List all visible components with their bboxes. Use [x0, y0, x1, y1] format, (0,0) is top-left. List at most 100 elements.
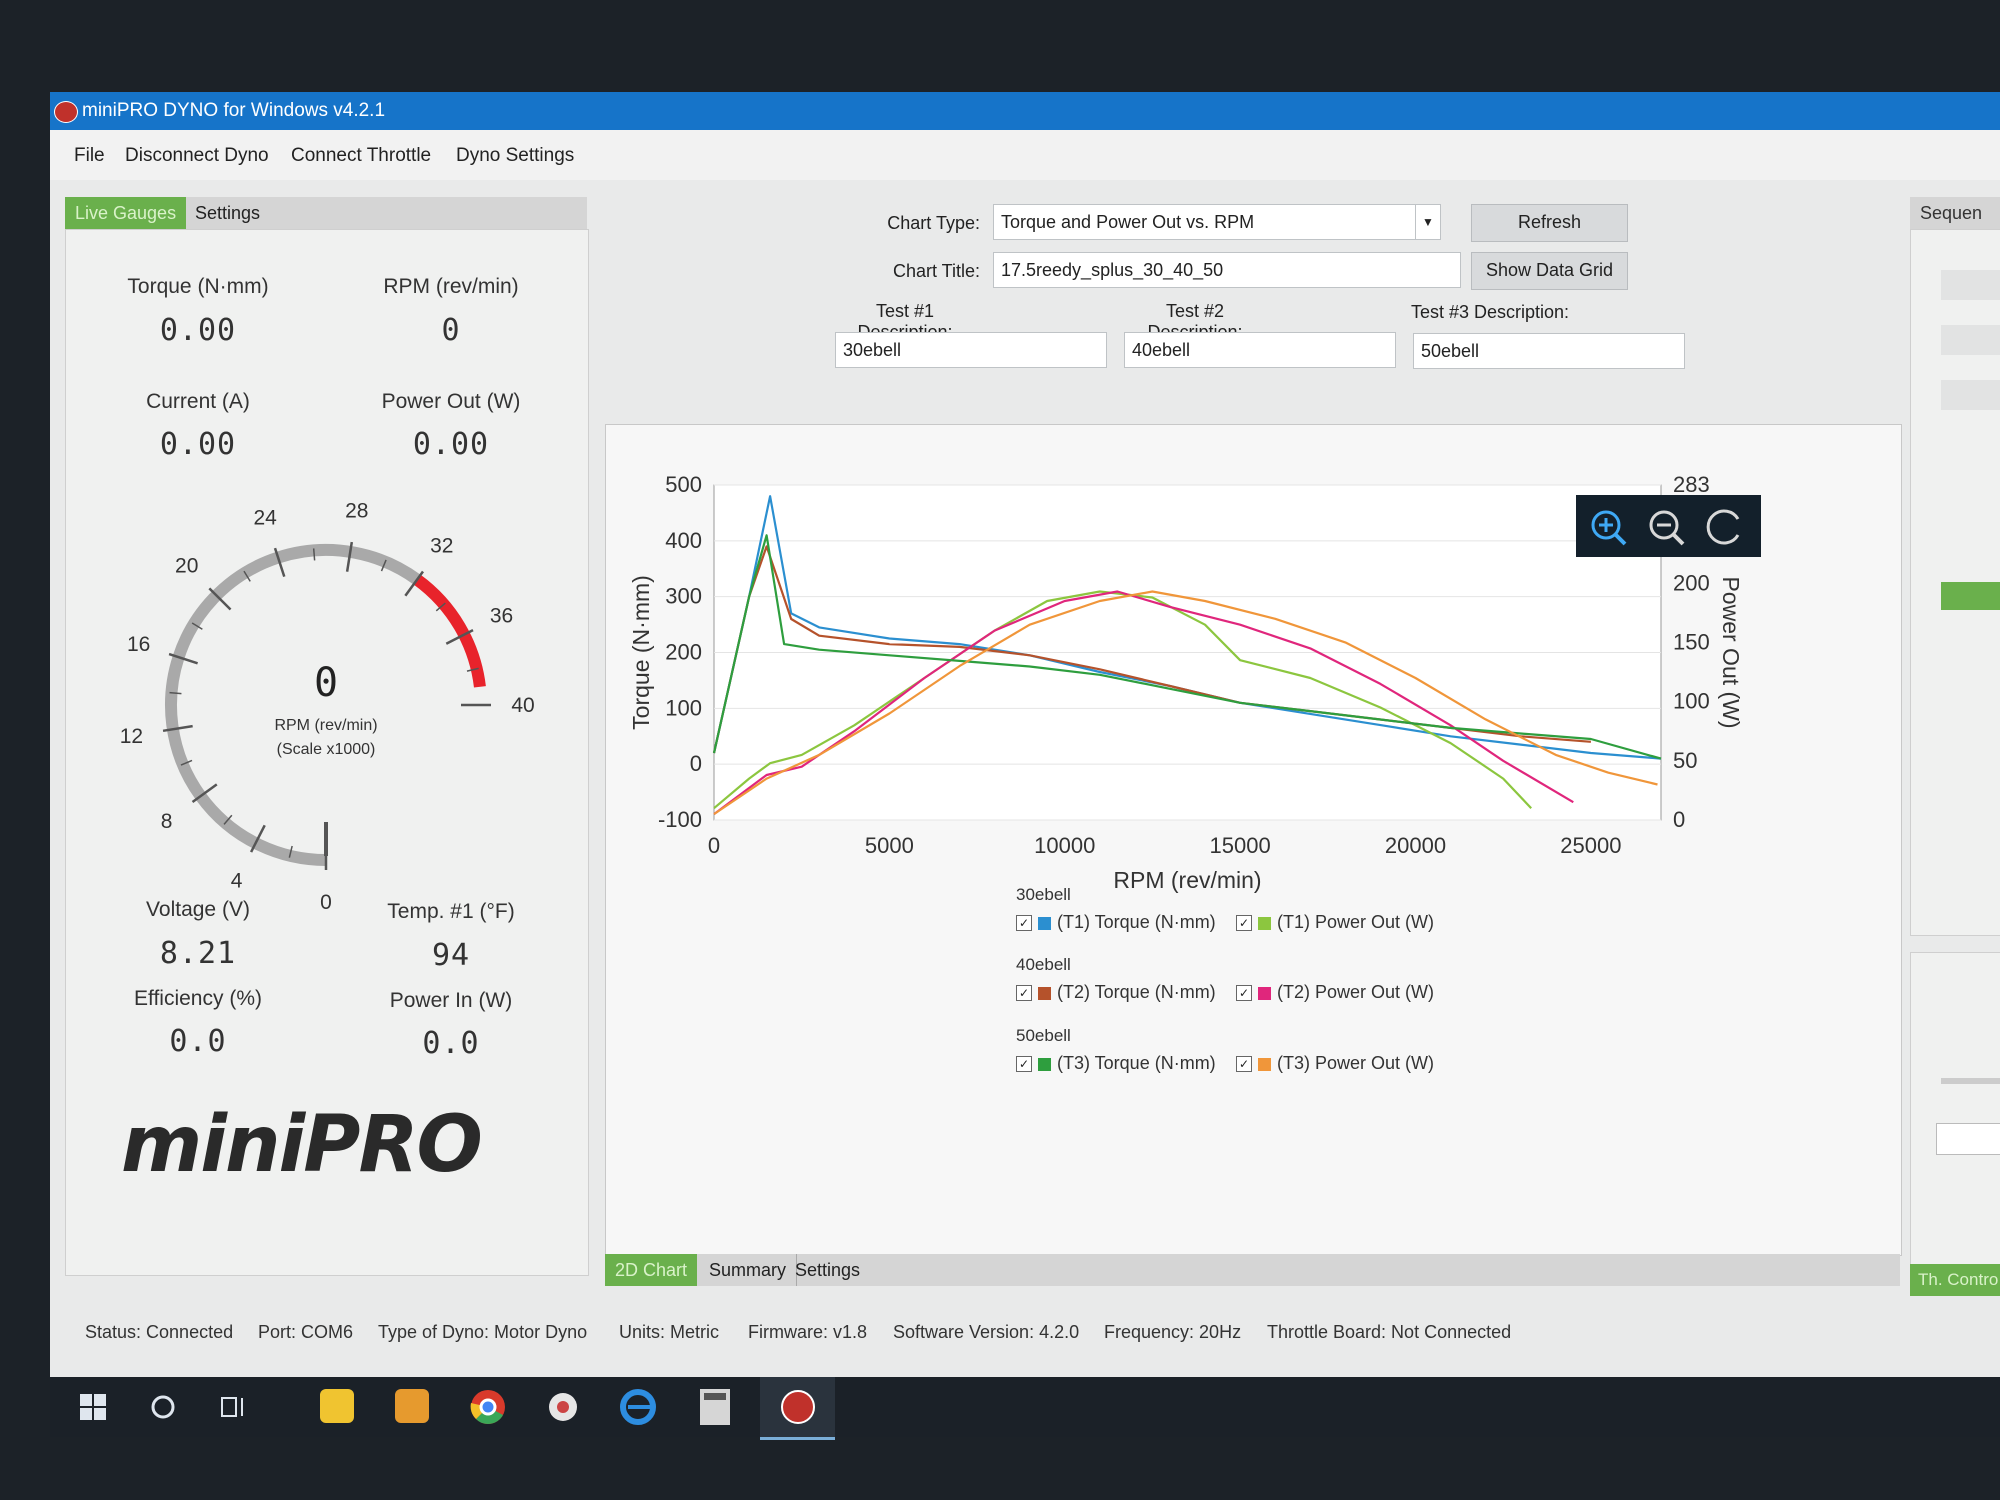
sequence-button[interactable] [1941, 325, 2000, 355]
outlook-icon[interactable] [395, 1389, 429, 1423]
dial-tick-label: 20 [175, 555, 198, 578]
start-icon[interactable] [80, 1394, 106, 1420]
torque-power-chart[interactable]: 5004003002001000-10028325020015010050005… [606, 425, 1901, 1255]
tab-chart-settings[interactable]: Settings [795, 1260, 861, 1280]
edge-icon[interactable] [620, 1389, 656, 1425]
legend-t3-power[interactable]: ✓ (T3) Power Out (W) [1236, 1053, 1434, 1074]
search-circle-icon[interactable] [150, 1394, 176, 1420]
dial-tick [162, 724, 193, 733]
chevron-down-icon[interactable]: ▼ [1415, 205, 1440, 239]
file-explorer-icon[interactable] [320, 1389, 354, 1423]
refresh-button[interactable]: Refresh [1471, 204, 1628, 242]
y2-tick-label: 100 [1673, 689, 1710, 714]
throttle-slider[interactable] [1941, 1078, 2000, 1084]
status-software: Software Version: 4.2.0 [893, 1322, 1080, 1342]
chart-title-label: Chart Title: [892, 261, 980, 281]
dial-tick-label: 36 [490, 605, 513, 628]
x-tick-label: 5000 [865, 833, 914, 858]
snipping-icon[interactable] [545, 1389, 581, 1425]
efficiency-value: 0.0 [169, 1024, 227, 1059]
current-value: 0.00 [159, 427, 237, 462]
dial-tick [435, 602, 446, 612]
task-view-icon[interactable] [220, 1394, 248, 1420]
status-throttle: Throttle Board: Not Connected [1267, 1322, 1512, 1342]
checkbox-icon[interactable]: ✓ [1236, 985, 1252, 1002]
calculator-icon[interactable] [700, 1389, 730, 1425]
tab-throttle-control[interactable]: Th. Contro [1910, 1264, 2000, 1296]
test3-input[interactable]: 50ebell [1413, 333, 1685, 369]
power-in-label: Power In (W) [389, 989, 513, 1012]
checkbox-icon[interactable]: ✓ [1016, 1056, 1032, 1073]
legend-swatch [1258, 916, 1271, 930]
y2-axis-label: Power Out (W) [1718, 576, 1744, 728]
menu-disconnect-dyno[interactable]: Disconnect Dyno [125, 145, 269, 166]
y-tick-label: 300 [665, 584, 702, 609]
checkbox-icon[interactable]: ✓ [1236, 915, 1252, 932]
chart-type-value: Torque and Power Out vs. RPM [1001, 212, 1255, 232]
x-tick-label: 20000 [1385, 833, 1446, 858]
y-tick-label: 0 [690, 751, 702, 776]
status-firmware: Firmware: v1.8 [748, 1322, 868, 1342]
status-units: Units: Metric [619, 1322, 720, 1342]
legend-swatch [1258, 1057, 1271, 1071]
menu-connect-throttle[interactable]: Connect Throttle [291, 145, 432, 166]
sequence-button[interactable] [1941, 380, 2000, 410]
tab-2d-chart[interactable]: 2D Chart [605, 1254, 698, 1286]
dial-tick-label: 0 [320, 891, 332, 914]
throttle-input[interactable] [1936, 1123, 2000, 1155]
dial-unit: RPM (rev/min) [274, 717, 378, 734]
chart-type-select[interactable]: Torque and Power Out vs. RPM ▼ [993, 204, 1441, 240]
tab-summary[interactable]: Summary [699, 1254, 798, 1286]
rpm-dial: 0 4 8 12 16 20 24 28 32 36 40 [120, 499, 535, 914]
legend-label: (T2) Power Out (W) [1277, 982, 1435, 1002]
tab-sequence[interactable]: Sequen [1910, 197, 2000, 229]
dial-tick [243, 570, 251, 582]
dial-tick [223, 814, 233, 825]
menu-file[interactable]: File [74, 145, 105, 166]
dial-tick [312, 548, 316, 561]
dial-tick [208, 587, 232, 611]
dyno-app-taskbar-button[interactable] [760, 1377, 835, 1440]
left-tab-strip: Live Gauges Settings [65, 197, 587, 229]
title-bar[interactable]: miniPRO DYNO for Windows v4.2.1 [50, 92, 2000, 130]
dial-tick-label: 8 [161, 810, 173, 833]
checkbox-icon[interactable]: ✓ [1016, 985, 1032, 1002]
dial-tick-label: 32 [430, 535, 453, 558]
dial-value: 0 [313, 660, 339, 706]
chart-tab-strip: 2D Chart Summary Settings [605, 1254, 1900, 1286]
series-line-2 [713, 590, 1532, 810]
test1-input[interactable]: 30ebell [835, 332, 1107, 368]
legend-group-40ebell: 40ebell [1016, 955, 1071, 974]
y-tick-label: -100 [658, 807, 702, 832]
dial-tick [191, 622, 203, 630]
legend-t3-torque[interactable]: ✓ (T3) Torque (N·mm) [1016, 1053, 1216, 1074]
chrome-icon[interactable] [470, 1389, 506, 1425]
series-line-6 [713, 590, 1658, 816]
dial-tick [168, 652, 198, 665]
app-window: miniPRO DYNO for Windows v4.2.1 File Dis… [50, 92, 2000, 1377]
dial-tick-label: 4 [231, 870, 243, 893]
tab-live-gauges[interactable]: Live Gauges [65, 197, 187, 229]
legend-t1-power[interactable]: ✓ (T1) Power Out (W) [1236, 912, 1434, 933]
reset-zoom-icon[interactable] [1704, 507, 1744, 547]
zoom-out-icon[interactable] [1646, 507, 1686, 547]
legend-t2-power[interactable]: ✓ (T2) Power Out (W) [1236, 982, 1434, 1003]
checkbox-icon[interactable]: ✓ [1236, 1056, 1252, 1073]
status-bar: Status: Connected Port: COM6 Type of Dyn… [50, 1307, 2000, 1357]
show-data-grid-button[interactable]: Show Data Grid [1471, 252, 1628, 290]
dial-tick [380, 559, 387, 572]
sequence-button[interactable] [1941, 270, 2000, 300]
sequence-panel [1910, 229, 2000, 936]
status-connection: Status: Connected [85, 1322, 234, 1342]
chart-title-input[interactable]: 17.5reedy_splus_30_40_50 [993, 252, 1461, 288]
dial-tick [288, 845, 293, 858]
legend-t1-torque[interactable]: ✓ (T1) Torque (N·mm) [1016, 912, 1216, 933]
tab-left-settings[interactable]: Settings [195, 203, 261, 223]
test2-input[interactable]: 40ebell [1124, 332, 1396, 368]
voltage-label: Voltage (V) [146, 898, 250, 921]
legend-t2-torque[interactable]: ✓ (T2) Torque (N·mm) [1016, 982, 1216, 1003]
menu-dyno-settings[interactable]: Dyno Settings [456, 145, 575, 166]
legend-swatch [1038, 986, 1051, 1000]
zoom-in-icon[interactable] [1588, 507, 1628, 547]
checkbox-icon[interactable]: ✓ [1016, 915, 1032, 932]
